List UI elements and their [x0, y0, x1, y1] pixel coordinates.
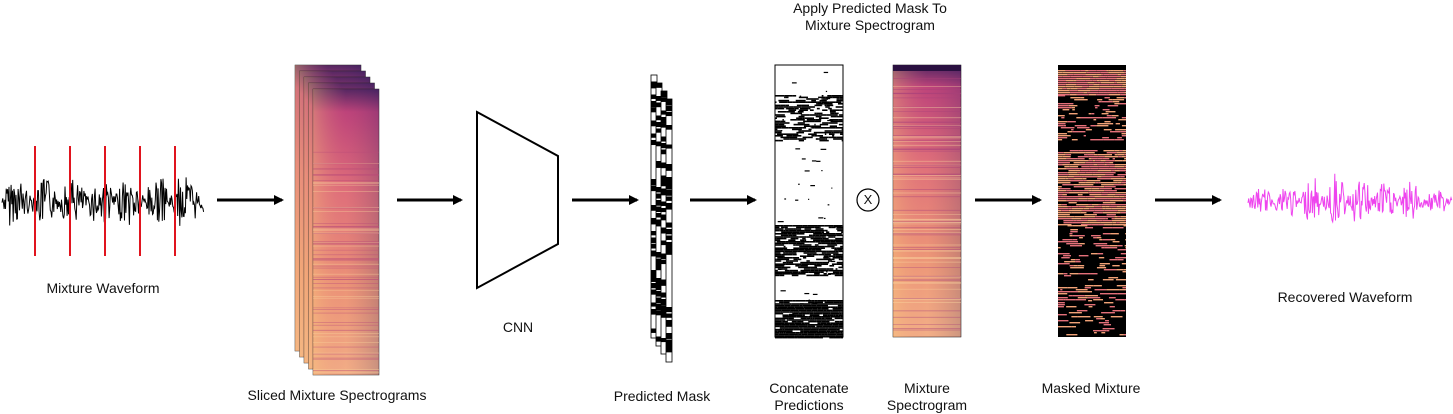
- mixture-waveform: [1, 146, 205, 256]
- label-mixture-spectrogram-line1: Mixture: [904, 380, 950, 396]
- label-concatenate-line2: Predictions: [774, 397, 844, 413]
- label-apply-line2: Mixture Spectrogram: [805, 17, 935, 33]
- mask-slice: [655, 82, 663, 347]
- label-apply-line1: Apply Predicted Mask To: [793, 0, 947, 16]
- slice-markers: [34, 146, 176, 256]
- mixture-spectrogram: [892, 64, 962, 338]
- mixture-waveform-trace: [1, 177, 205, 226]
- label-concatenate-predictions: Concatenate Predictions: [745, 380, 873, 414]
- sliced-spectrogram-stack: [294, 64, 380, 376]
- label-sliced-spectrograms: Sliced Mixture Spectrograms: [247, 387, 427, 403]
- masked-mixture-spectrogram: [1058, 65, 1126, 337]
- multiply-symbol-text: X: [863, 192, 873, 207]
- predicted-mask-stack: [650, 74, 673, 363]
- multiply-icon: [856, 188, 880, 212]
- label-concatenate-line1: Concatenate: [769, 380, 849, 396]
- mask-slice: [650, 74, 658, 339]
- recovered-waveform-trace: [1247, 173, 1453, 224]
- cnn-icon: [476, 110, 559, 290]
- concatenated-mask: [774, 64, 844, 339]
- label-apply-mask: Apply Predicted Mask To Mixture Spectrog…: [760, 0, 980, 34]
- label-cnn: CNN: [502, 319, 534, 335]
- mask-slice: [660, 90, 668, 355]
- spectrogram-slice: [312, 88, 380, 376]
- label-masked-mixture: Masked Mixture: [1041, 380, 1141, 396]
- label-predicted-mask: Predicted Mask: [613, 388, 711, 404]
- mask-slice: [665, 98, 673, 363]
- label-mixture-waveform: Mixture Waveform: [46, 280, 160, 296]
- label-mixture-spectrogram: Mixture Spectrogram: [867, 380, 987, 414]
- label-mixture-spectrogram-line2: Spectrogram: [886, 397, 968, 413]
- label-recovered-waveform: Recovered Waveform: [1277, 289, 1413, 305]
